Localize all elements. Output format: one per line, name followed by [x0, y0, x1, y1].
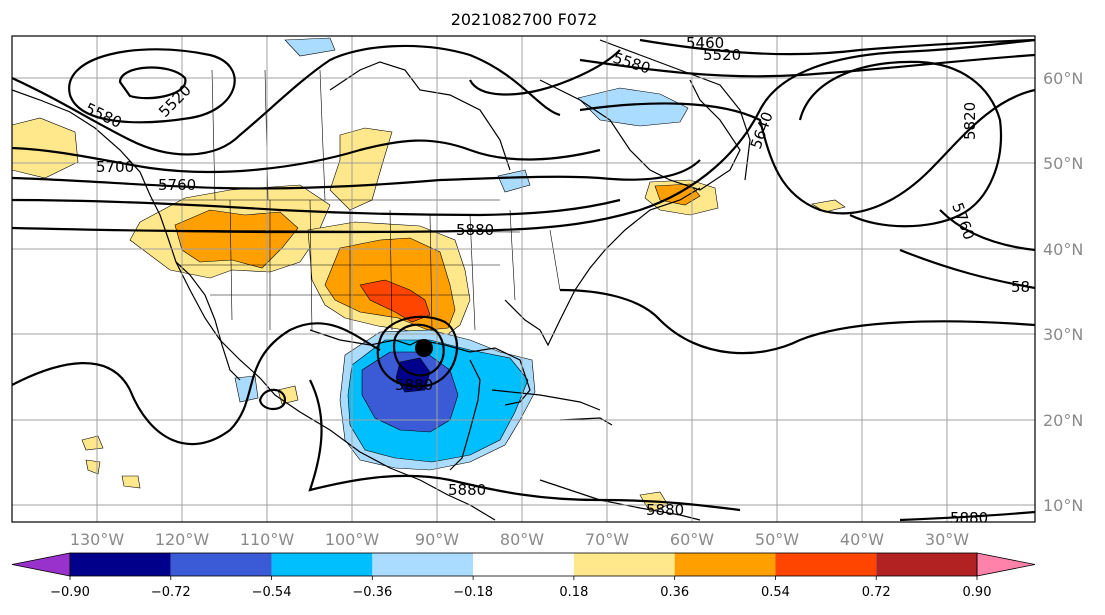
longitude-labels: 130°W 120°W 110°W 100°W 90°W 80°W 70°W 6…: [70, 530, 969, 549]
lat-label: 50°N: [1043, 154, 1083, 173]
lon-label: 130°W: [70, 530, 125, 549]
lon-label: 30°W: [925, 530, 969, 549]
lon-label: 110°W: [240, 530, 295, 549]
map-area: 5460 5520 5580 5520 5580 5640 5820 5700 …: [12, 34, 1035, 527]
map-frame: [11, 35, 1036, 523]
lon-label: 40°W: [840, 530, 884, 549]
colorbar-tick-label: 0.90: [963, 585, 992, 600]
colorbar-box: [473, 553, 574, 576]
colorbar-tick-label: −0.54: [252, 585, 292, 600]
latitude-labels: 60°N 50°N 40°N 30°N 20°N 10°N: [1043, 69, 1083, 515]
colorbar-box: [372, 553, 474, 576]
lat-label: 30°N: [1043, 325, 1083, 344]
storm-center-marker: [415, 339, 433, 357]
colorbar-extend-low: [11, 552, 71, 577]
colorbar-tick-label: 0.36: [660, 585, 689, 600]
gridlines: [12, 36, 1035, 522]
contour-label: 5880: [448, 481, 486, 499]
contour-label: 5460: [686, 34, 724, 52]
colorbar-tick-label: 0.54: [761, 585, 790, 600]
colorbar-tick-label: −0.90: [50, 585, 90, 600]
height-contours: [12, 38, 1035, 522]
colorbar-box: [271, 553, 373, 576]
lat-label: 20°N: [1043, 411, 1083, 430]
colorbar-tick-label: −0.36: [352, 585, 392, 600]
contour-label: 5700: [96, 158, 134, 176]
colorbar-box: [775, 553, 877, 576]
contour-label: 5520: [703, 46, 741, 64]
colorbar-tick-label: 0.72: [862, 585, 891, 600]
contour-label: 5820: [961, 102, 979, 140]
contour-label: 5880: [950, 509, 988, 527]
lon-label: 60°W: [670, 530, 714, 549]
contour-label: 58: [1011, 278, 1030, 296]
lon-label: 70°W: [585, 530, 629, 549]
lon-label: 100°W: [325, 530, 380, 549]
lon-label: 90°W: [415, 530, 459, 549]
colorbar-box: [170, 553, 272, 576]
lat-label: 10°N: [1043, 496, 1083, 515]
contour-label: 5880: [456, 221, 494, 239]
colorbar-box: [573, 553, 675, 576]
colorbar-frame: [69, 552, 978, 577]
colorbar-extend-high: [976, 552, 1036, 577]
lon-label: 120°W: [155, 530, 210, 549]
colorbar-tick-label: −0.18: [453, 585, 493, 600]
contour-label: 5760: [158, 176, 196, 194]
map-title: 2021082700 F072: [451, 10, 598, 29]
colorbar: −0.90 −0.72 −0.54 −0.36 −0.18 0.18 0.36 0.54 0.7…: [11, 552, 1036, 600]
colorbar-tick-label: 0.18: [559, 585, 588, 600]
lon-label: 80°W: [500, 530, 544, 549]
contour-label: 5880: [646, 501, 684, 519]
colorbar-box: [674, 553, 776, 576]
colorbar-tick-label: −0.72: [151, 585, 191, 600]
colorbar-box: [876, 553, 977, 576]
lat-label: 40°N: [1043, 240, 1083, 259]
colorbar-box: [70, 553, 171, 576]
contour-label: 5880: [395, 376, 433, 394]
lat-label: 60°N: [1043, 69, 1083, 88]
lon-label: 50°W: [755, 530, 799, 549]
